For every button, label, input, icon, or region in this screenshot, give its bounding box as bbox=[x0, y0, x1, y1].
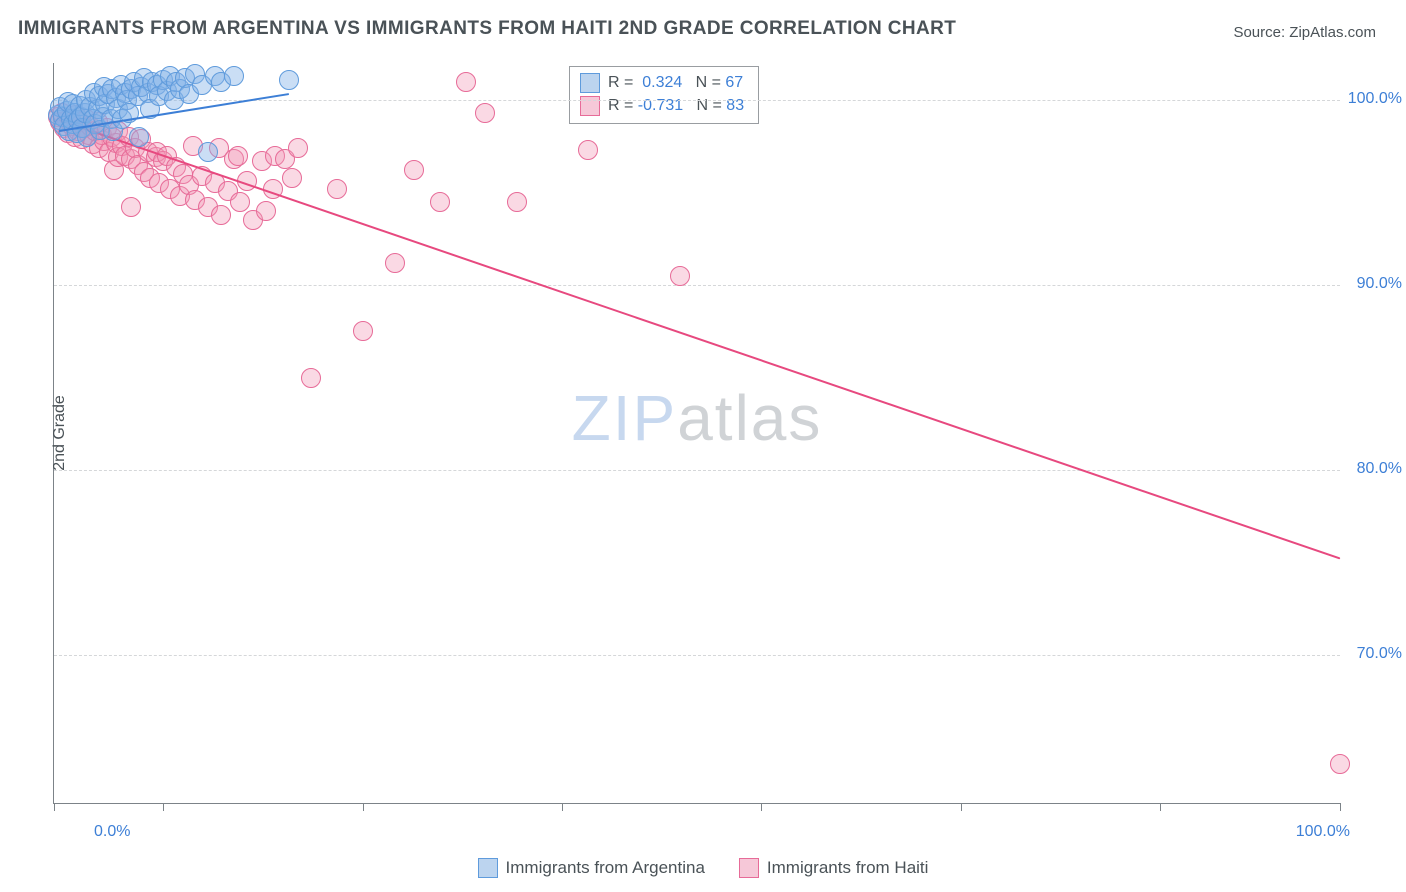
series-legend: Immigrants from Argentina Immigrants from… bbox=[0, 858, 1406, 878]
gridline bbox=[54, 470, 1340, 471]
data-point-haiti bbox=[230, 192, 250, 212]
x-tick bbox=[1160, 803, 1161, 811]
data-point-haiti bbox=[385, 253, 405, 273]
data-point-haiti bbox=[507, 192, 527, 212]
x-tick bbox=[1340, 803, 1341, 811]
x-axis-min-label: 0.0% bbox=[94, 823, 130, 841]
data-point-haiti bbox=[353, 321, 373, 341]
chart-container: { "title": "IMMIGRANTS FROM ARGENTINA VS… bbox=[0, 0, 1406, 892]
data-point-haiti bbox=[301, 368, 321, 388]
x-tick bbox=[562, 803, 563, 811]
x-tick bbox=[961, 803, 962, 811]
data-point-haiti bbox=[228, 146, 248, 166]
watermark-zip: ZIP bbox=[572, 382, 678, 454]
y-tick-label: 70.0% bbox=[1357, 645, 1402, 663]
data-point-haiti bbox=[475, 103, 495, 123]
data-point-argentina bbox=[279, 70, 299, 90]
y-tick-label: 100.0% bbox=[1348, 90, 1402, 108]
trend-line-haiti bbox=[59, 119, 1341, 560]
data-point-haiti bbox=[211, 205, 231, 225]
y-tick-label: 90.0% bbox=[1357, 275, 1402, 293]
legend-label: Immigrants from Argentina bbox=[506, 858, 705, 878]
data-point-argentina bbox=[129, 127, 149, 147]
data-point-haiti bbox=[121, 197, 141, 217]
correlation-legend: R = 0.324 N = 67 R = -0.731 N = 83 bbox=[569, 66, 759, 124]
watermark: ZIPatlas bbox=[572, 381, 823, 455]
swatch-haiti bbox=[580, 96, 600, 116]
watermark-atlas: atlas bbox=[677, 382, 822, 454]
source-attribution: Source: ZipAtlas.com bbox=[1233, 24, 1376, 41]
x-tick bbox=[761, 803, 762, 811]
x-tick bbox=[163, 803, 164, 811]
data-point-argentina bbox=[198, 142, 218, 162]
data-point-haiti bbox=[327, 179, 347, 199]
data-point-haiti bbox=[430, 192, 450, 212]
legend-swatch bbox=[478, 858, 498, 878]
x-axis-max-label: 100.0% bbox=[1296, 823, 1350, 841]
legend-swatch bbox=[739, 858, 759, 878]
data-point-haiti bbox=[670, 266, 690, 286]
legend-label: Immigrants from Haiti bbox=[767, 858, 929, 878]
legend-row-haiti: R = -0.731 N = 83 bbox=[580, 94, 744, 117]
data-point-haiti bbox=[288, 138, 308, 158]
data-point-haiti bbox=[256, 201, 276, 221]
data-point-haiti bbox=[1330, 754, 1350, 774]
x-tick bbox=[54, 803, 55, 811]
legend-item: Immigrants from Argentina bbox=[478, 858, 705, 878]
chart-title: IMMIGRANTS FROM ARGENTINA VS IMMIGRANTS … bbox=[18, 18, 956, 40]
data-point-haiti bbox=[404, 160, 424, 180]
y-axis-label: 2nd Grade bbox=[51, 395, 69, 471]
data-point-haiti bbox=[282, 168, 302, 188]
legend-item: Immigrants from Haiti bbox=[739, 858, 929, 878]
legend-row-argentina: R = 0.324 N = 67 bbox=[580, 71, 744, 94]
plot-area: 2nd Grade ZIPatlas R = 0.324 N = 67 R = … bbox=[53, 63, 1340, 804]
swatch-argentina bbox=[580, 73, 600, 93]
gridline bbox=[54, 285, 1340, 286]
x-tick bbox=[363, 803, 364, 811]
gridline bbox=[54, 655, 1340, 656]
data-point-argentina bbox=[224, 66, 244, 86]
data-point-haiti bbox=[456, 72, 476, 92]
data-point-haiti bbox=[578, 140, 598, 160]
y-tick-label: 80.0% bbox=[1357, 460, 1402, 478]
